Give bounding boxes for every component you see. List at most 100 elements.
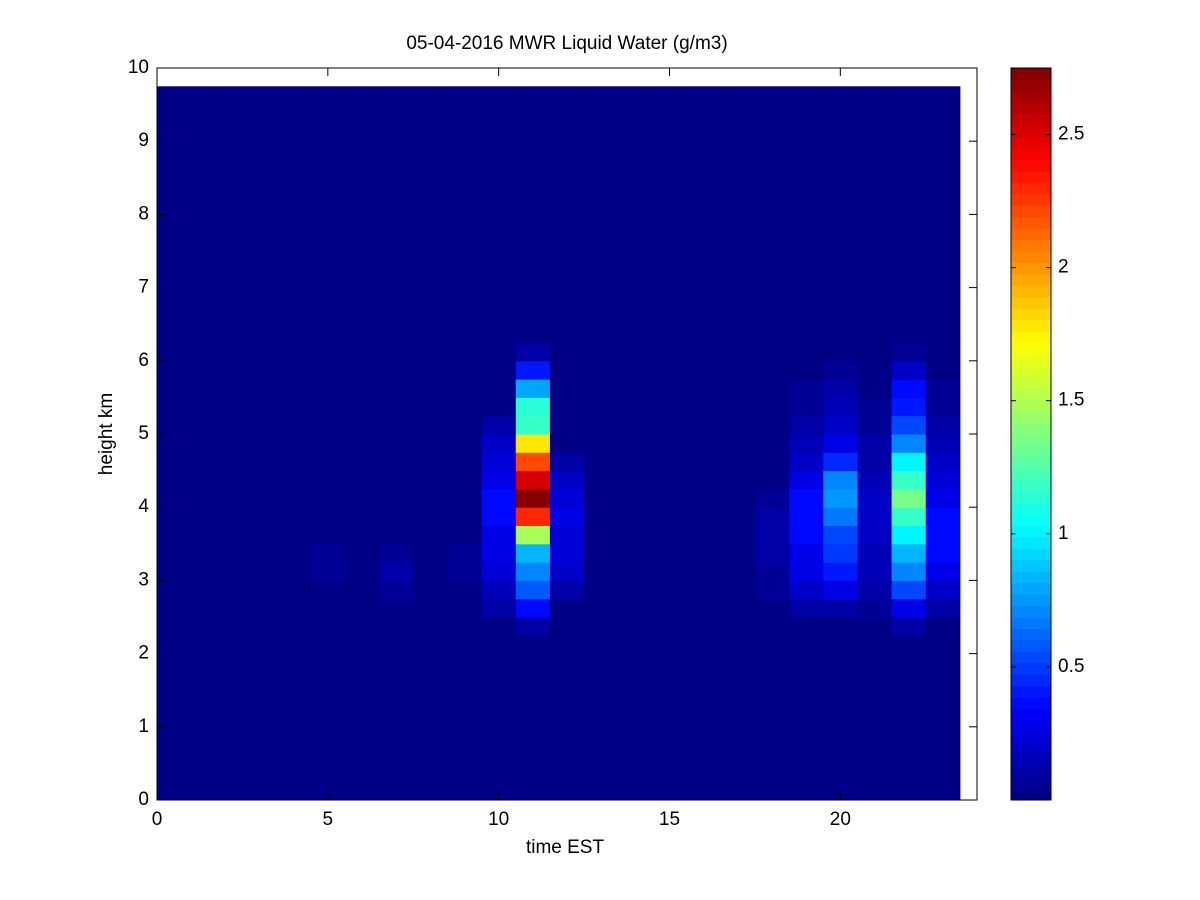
heatmap-cell xyxy=(891,562,927,581)
heatmap-cell xyxy=(686,434,722,453)
heatmap-cell xyxy=(584,635,619,801)
heatmap-cell xyxy=(584,397,619,417)
heatmap-cell xyxy=(157,379,175,398)
heatmap-cell xyxy=(925,562,961,581)
colorbar-tick-label: 1.5 xyxy=(1058,390,1084,411)
heatmap-cell xyxy=(652,452,688,472)
heatmap-cell xyxy=(379,360,414,380)
colorbar-swatch xyxy=(1011,296,1051,309)
heatmap-cell xyxy=(618,543,653,563)
colorbar-swatch xyxy=(1011,102,1051,115)
heatmap-cell xyxy=(891,415,927,435)
colorbar-swatch xyxy=(1011,239,1051,252)
colorbar-swatch xyxy=(1011,193,1051,206)
heatmap-cell xyxy=(857,617,893,636)
colorbar-swatch xyxy=(1011,262,1051,275)
heatmap-cell xyxy=(515,525,551,545)
heatmap-cell xyxy=(925,452,961,472)
colorbar-swatch xyxy=(1011,228,1051,241)
heatmap-cell xyxy=(481,342,517,362)
heatmap-cell xyxy=(310,543,346,563)
heatmap-cell xyxy=(686,488,722,508)
colorbar-swatch xyxy=(1011,708,1051,721)
heatmap-cell xyxy=(857,507,893,526)
heatmap-cell xyxy=(584,379,619,398)
colorbar-swatch xyxy=(1011,331,1051,343)
heatmap-cell xyxy=(515,617,551,636)
heatmap-cell xyxy=(344,543,380,563)
heatmap-cell xyxy=(823,452,858,472)
heatmap-cell xyxy=(413,434,448,453)
colorbar-swatch xyxy=(1011,548,1051,561)
heatmap-cell xyxy=(276,415,312,435)
heatmap-cell xyxy=(344,617,380,636)
heatmap-cell xyxy=(174,507,209,526)
heatmap-cell xyxy=(310,580,346,600)
heatmap-cell xyxy=(584,452,619,472)
heatmap-cell xyxy=(925,397,961,417)
heatmap-cell xyxy=(789,470,824,490)
heatmap-cell xyxy=(925,598,961,618)
heatmap-cell xyxy=(174,525,209,545)
heatmap-cell xyxy=(157,452,175,472)
heatmap-cell xyxy=(686,86,722,344)
heatmap-cell xyxy=(891,525,927,545)
colorbar-swatch xyxy=(1011,697,1051,709)
heatmap-cell xyxy=(481,415,517,435)
heatmap-cell xyxy=(310,415,346,435)
heatmap-cell xyxy=(242,86,278,344)
heatmap-cell xyxy=(823,488,858,508)
colorbar-tick-label: 2 xyxy=(1058,257,1069,278)
heatmap-cell xyxy=(925,360,961,380)
heatmap-cell xyxy=(447,543,483,563)
heatmap-cell xyxy=(481,580,517,600)
heatmap-cell xyxy=(891,360,927,380)
heatmap-cell xyxy=(344,507,380,526)
heatmap-cell xyxy=(720,525,756,545)
heatmap-cell xyxy=(242,635,278,801)
heatmap-cell xyxy=(242,543,278,563)
heatmap-cell xyxy=(652,488,688,508)
heatmap-cell xyxy=(789,525,824,545)
heatmap-cell xyxy=(379,415,414,435)
heatmap-cell xyxy=(242,562,278,581)
heatmap-cell xyxy=(515,635,551,801)
heatmap-cell xyxy=(652,543,688,563)
y-tick-label: 9 xyxy=(138,130,149,151)
heatmap-cell xyxy=(174,360,209,380)
colorbar-swatch xyxy=(1011,559,1051,572)
y-tick-label: 10 xyxy=(128,57,149,78)
heatmap-cell xyxy=(891,507,927,526)
colorbar-swatch xyxy=(1011,651,1051,664)
y-tick-label: 4 xyxy=(138,496,149,517)
heatmap-cell xyxy=(618,360,653,380)
heatmap-cell xyxy=(310,488,346,508)
heatmap-cell xyxy=(549,525,585,545)
heatmap-cell xyxy=(584,434,619,453)
heatmap-cell xyxy=(549,635,585,801)
heatmap-cell xyxy=(242,507,278,526)
heatmap-cell xyxy=(310,635,346,801)
heatmap-cell xyxy=(549,470,585,490)
heatmap-cell xyxy=(925,543,961,563)
heatmap-cell xyxy=(789,635,824,801)
heatmap-cell xyxy=(481,617,517,636)
heatmap-cell xyxy=(823,635,858,801)
heatmap-cell xyxy=(344,342,380,362)
heatmap-cell xyxy=(618,470,653,490)
colorbar-swatch xyxy=(1011,628,1051,641)
heatmap-cell xyxy=(925,434,961,453)
heatmap-cell xyxy=(584,470,619,490)
colorbar-swatch xyxy=(1011,308,1051,321)
heatmap-cell xyxy=(857,543,893,563)
heatmap-cell xyxy=(823,617,858,636)
heatmap-cell xyxy=(344,434,380,453)
heatmap-cell xyxy=(447,452,483,472)
heatmap-cell xyxy=(618,562,653,581)
heatmap-cell xyxy=(823,580,858,600)
heatmap-cell xyxy=(447,580,483,600)
heatmap-cell xyxy=(789,452,824,472)
colorbar-swatch xyxy=(1011,605,1051,618)
heatmap-cell xyxy=(481,452,517,472)
heatmap-cell xyxy=(789,488,824,508)
